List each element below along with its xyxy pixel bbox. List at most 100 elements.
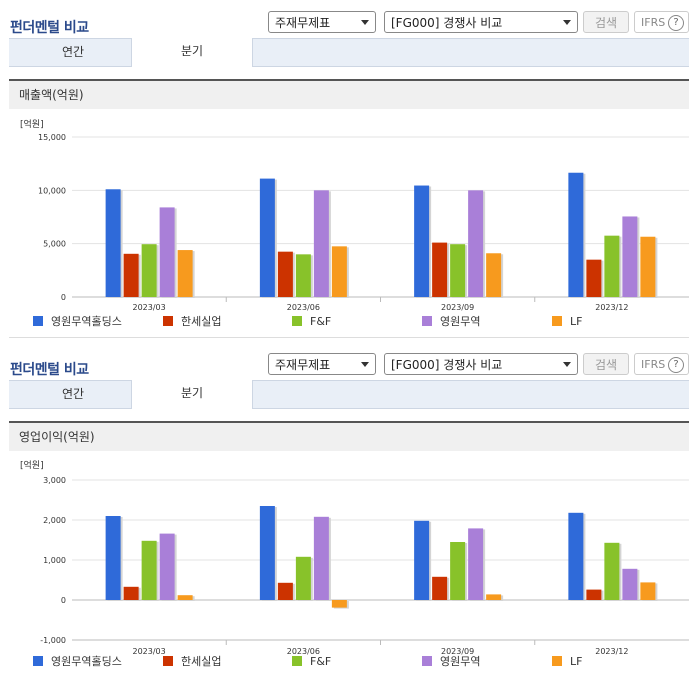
legend-item[interactable]: LF [552,315,582,329]
legend-swatch [33,316,43,326]
bar[interactable] [568,512,584,600]
legend-item[interactable]: 한세실업 [163,315,221,329]
legend-item[interactable]: 영원무역홀딩스 [33,315,122,329]
bar[interactable] [141,244,157,297]
compare-select[interactable]: [FG000] 경쟁사 비교 [384,353,578,375]
statement-select[interactable]: 주재무제표 [268,11,376,33]
bar[interactable] [468,528,484,600]
bar[interactable] [486,594,502,600]
bar[interactable] [331,246,347,297]
bar[interactable] [277,582,293,600]
bar[interactable] [105,189,121,297]
ifrs-button[interactable]: IFRS ? [634,11,689,33]
bar[interactable] [277,251,293,297]
legend-label: LF [570,315,583,328]
legend-swatch [163,316,173,326]
bar[interactable] [177,595,193,600]
bar[interactable] [432,576,448,600]
statement-select-value: 주재무제표 [275,16,331,30]
bar[interactable] [141,540,157,600]
bar[interactable] [177,250,193,297]
bar[interactable] [622,216,638,297]
bar[interactable] [105,516,121,600]
legend-label: 영원무역 [440,315,481,328]
y-unit-label: [억원] [20,459,44,471]
x-tick-label: 2023/03 [133,647,166,656]
bar[interactable] [414,185,430,297]
y-tick-label: 1,000 [43,556,66,565]
bar[interactable] [295,556,311,600]
legend-item[interactable]: F&F [292,655,331,669]
tab-annual[interactable]: 연간 [61,45,85,59]
compare-select[interactable]: [FG000] 경쟁사 비교 [384,11,578,33]
statement-select[interactable]: 주재무제표 [268,353,376,375]
bar[interactable] [586,589,602,600]
search-button[interactable]: 검색 [583,11,629,33]
bar[interactable] [259,506,275,600]
y-tick-label: -1,000 [40,636,66,645]
bar[interactable] [159,533,175,600]
revenue-chart: [억원] 0 5,000 10,000 15,000 2023/03 2023/06 2023… [9,115,689,315]
bar[interactable] [450,542,466,600]
bar[interactable] [640,236,656,297]
help-icon[interactable]: ? [668,15,684,31]
tab-quarterly[interactable]: 분기 [131,38,253,67]
bar[interactable] [432,242,448,297]
bar[interactable] [622,568,638,600]
y-tick-label: 10,000 [38,186,66,195]
legend-item[interactable]: F&F [292,315,331,329]
bar[interactable] [331,600,347,608]
bar[interactable] [159,207,175,297]
tab-annual[interactable]: 연간 [61,387,85,401]
operating-profit-chart: [억원] -1,000 0 1,000 2,000 3,000 2023/03 2023/06… [9,457,689,657]
bar[interactable] [313,516,329,600]
y-unit-label: [억원] [20,118,44,130]
legend-swatch [552,316,562,326]
bar[interactable] [586,259,602,297]
ifrs-label: IFRS [641,16,666,29]
legend-item[interactable]: 영원무역 [422,655,480,669]
y-tick-label: 0 [61,596,66,605]
y-tick-label: 0 [61,293,66,302]
bar[interactable] [259,178,275,297]
bar[interactable] [123,586,139,600]
bar[interactable] [604,235,620,297]
period-tabs: 연간 분기 [9,38,689,67]
legend-item[interactable]: 영원무역 [422,315,480,329]
bar[interactable] [568,172,584,297]
bar[interactable] [414,520,430,600]
x-tick-label: 2023/06 [287,647,320,656]
tab-quarterly[interactable]: 분기 [131,380,253,409]
y-tick-label: 3,000 [43,476,66,485]
compare-select-value: [FG000] 경쟁사 비교 [391,358,503,372]
chart-legend: 영원무역홀딩스 한세실업 F&F 영원무역 LF [9,655,689,671]
legend-swatch [552,656,562,666]
y-tick-label: 5,000 [43,240,66,249]
x-tick-label: 2023/12 [595,303,628,312]
legend-item[interactable]: 영원무역홀딩스 [33,655,122,669]
divider [9,337,689,338]
help-icon[interactable]: ? [668,357,684,373]
x-tick-label: 2023/03 [133,303,166,312]
bar[interactable] [123,253,139,297]
bar[interactable] [604,542,620,600]
bar[interactable] [486,253,502,297]
legend-label: 한세실업 [181,315,222,328]
bar[interactable] [468,190,484,297]
legend-label: F&F [310,315,332,328]
bar[interactable] [450,244,466,297]
statement-select-value: 주재무제표 [275,358,331,372]
bar[interactable] [640,582,656,600]
legend-label: 영원무역홀딩스 [51,655,122,668]
chevron-down-icon [361,20,369,25]
legend-item[interactable]: LF [552,655,582,669]
bar[interactable] [313,190,329,297]
legend-swatch [422,656,432,666]
search-button[interactable]: 검색 [583,353,629,375]
y-tick-label: 15,000 [38,133,66,142]
legend-item[interactable]: 한세실업 [163,655,221,669]
chart-subtitle: 영업이익(억원) [9,421,689,451]
ifrs-button[interactable]: IFRS ? [634,353,689,375]
bar[interactable] [295,254,311,297]
chart-legend: 영원무역홀딩스 한세실업 F&F 영원무역 LF [9,315,689,331]
